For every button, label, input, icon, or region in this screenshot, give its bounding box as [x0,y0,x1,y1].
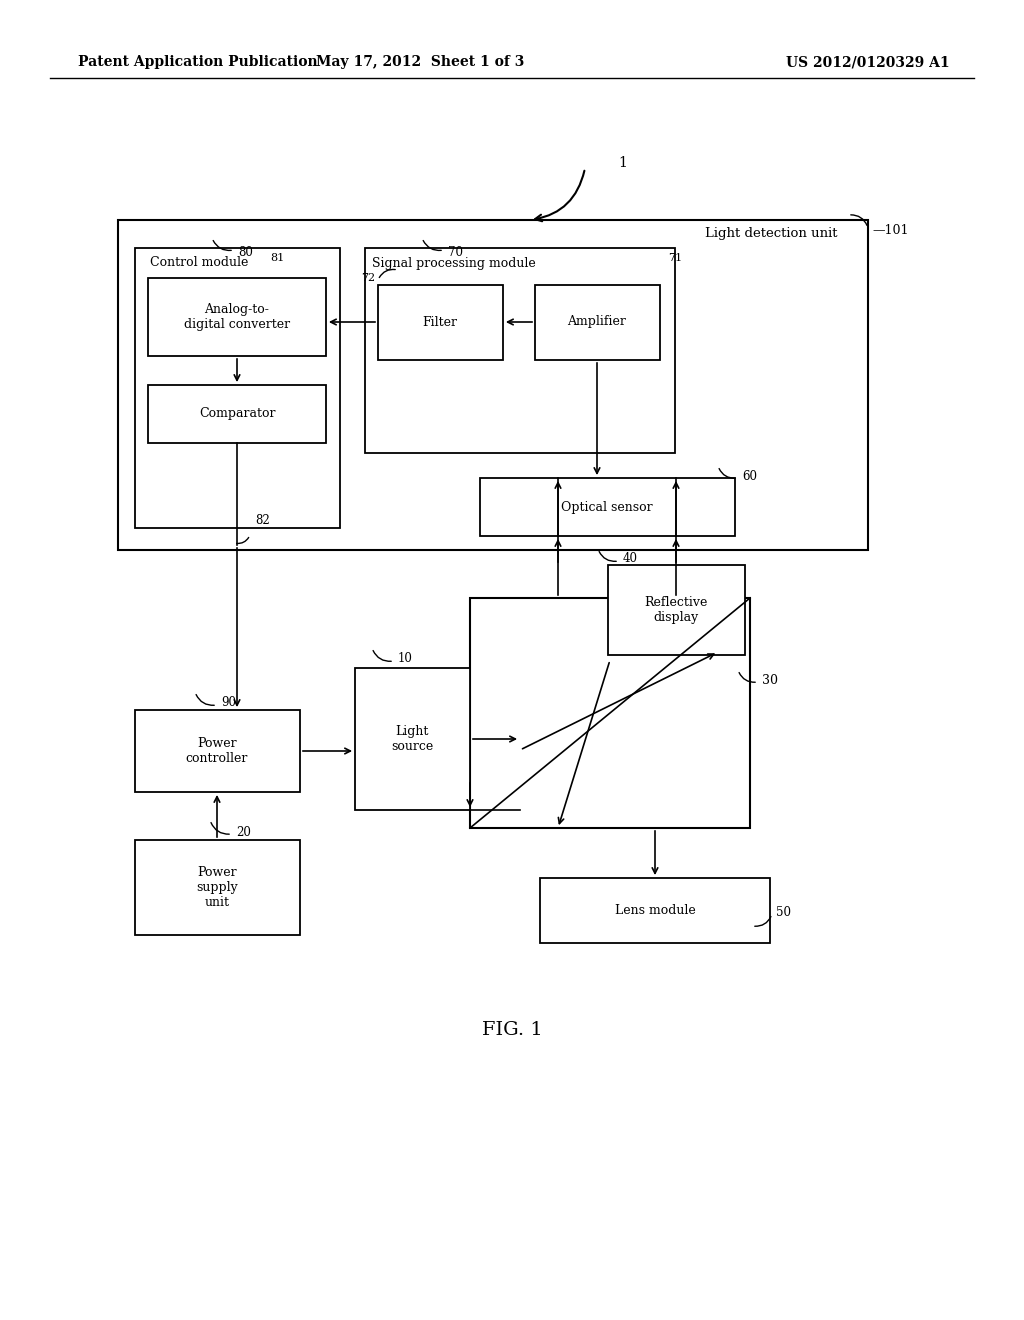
Text: 90: 90 [221,697,236,710]
Text: 70: 70 [449,246,463,259]
Text: 80: 80 [238,246,253,259]
Bar [378,285,503,360]
Text: Reflective
display: Reflective display [644,597,708,624]
Text: 82: 82 [255,513,269,527]
Bar [540,878,770,942]
Text: 10: 10 [398,652,413,665]
Bar [608,565,745,655]
Text: FIG. 1: FIG. 1 [481,1020,543,1039]
Text: 20: 20 [236,825,251,838]
Bar [535,285,660,360]
Text: US 2012/0120329 A1: US 2012/0120329 A1 [786,55,950,69]
Text: 60: 60 [742,470,757,483]
Bar [135,840,300,935]
Bar [480,478,735,536]
Bar [118,220,868,550]
Text: Optical sensor: Optical sensor [561,500,653,513]
Bar [148,279,326,356]
Text: 50: 50 [776,906,791,919]
Text: Control module: Control module [150,256,249,269]
Text: 30: 30 [762,673,778,686]
Text: Power
supply
unit: Power supply unit [197,866,238,908]
Text: Light detection unit: Light detection unit [705,227,838,240]
Text: 40: 40 [623,553,638,565]
Text: Lens module: Lens module [614,903,695,916]
Text: May 17, 2012  Sheet 1 of 3: May 17, 2012 Sheet 1 of 3 [315,55,524,69]
Bar [135,248,340,528]
Bar [135,710,300,792]
Text: Filter: Filter [423,315,458,329]
Text: Amplifier: Amplifier [567,315,627,329]
Bar [355,668,470,810]
Text: 81: 81 [270,253,285,263]
Bar [148,385,326,444]
Text: Power
controller: Power controller [185,737,248,766]
Text: Signal processing module: Signal processing module [372,256,536,269]
Text: Analog-to-
digital converter: Analog-to- digital converter [184,304,290,331]
Bar [470,598,750,828]
Text: 71: 71 [668,253,682,263]
Text: —101: —101 [872,223,908,236]
Text: 1: 1 [618,156,627,170]
Text: Patent Application Publication: Patent Application Publication [78,55,317,69]
Text: Comparator: Comparator [199,408,275,421]
Text: Light
source: Light source [391,725,433,752]
Text: 72: 72 [360,273,375,282]
Bar [365,248,675,453]
